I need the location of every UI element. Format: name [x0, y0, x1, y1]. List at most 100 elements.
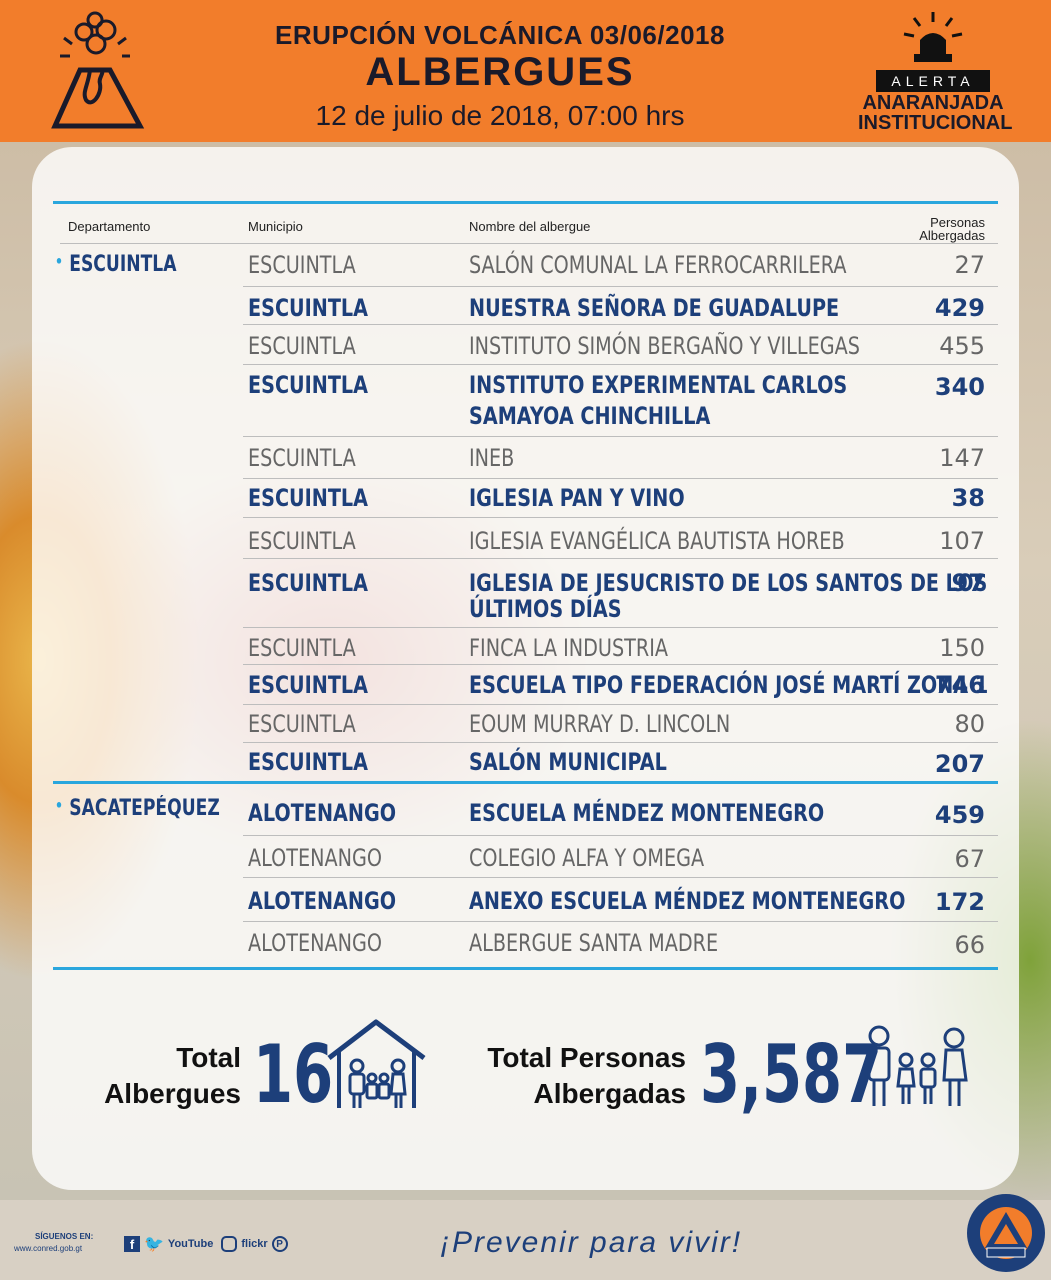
- row-personas: 38: [951, 484, 985, 512]
- row-personas: 746: [934, 671, 985, 699]
- total-albergues-value: 16: [253, 1028, 334, 1121]
- row-separator: [243, 436, 998, 437]
- alert-label: ALERTA: [876, 70, 990, 92]
- content-card: [32, 147, 1019, 1190]
- row-personas: 67: [954, 845, 985, 873]
- row-albergue: ALBERGUE SANTA MADRE: [469, 929, 719, 957]
- department-escuintla: • ESCUINTLA: [55, 252, 177, 277]
- department-sacatepequez: • SACATEPÉQUEZ: [55, 796, 220, 821]
- report-date: 12 de julio de 2018, 07:00 hrs: [315, 100, 685, 131]
- row-municipio: ALOTENANGO: [248, 929, 382, 957]
- row-separator: [243, 664, 998, 665]
- row-separator: [243, 877, 998, 878]
- row-municipio: ESCUINTLA: [248, 748, 369, 776]
- row-municipio: ESCUINTLA: [248, 671, 369, 699]
- page-title: ALBERGUES: [365, 50, 635, 94]
- row-separator: [243, 558, 998, 559]
- row-municipio: ESCUINTLA: [248, 484, 369, 512]
- row-municipio: ESCUINTLA: [248, 332, 356, 360]
- col-departamento: Departamento: [68, 219, 151, 234]
- house-family-icon: [327, 1019, 426, 1108]
- row-separator: [243, 627, 998, 628]
- row-municipio: ESCUINTLA: [248, 294, 369, 322]
- row-municipio: ALOTENANGO: [248, 844, 382, 872]
- header-banner: ERUPCIÓN VOLCÁNICA 03/06/2018 ALBERGUES …: [0, 0, 1051, 142]
- total-personas-label: Total Personas Albergadas: [487, 1042, 686, 1109]
- slogan: ¡Prevenir para vivir!: [440, 1226, 743, 1259]
- row-albergue-line2: SAMAYOA CHINCHILLA: [469, 402, 711, 430]
- row-personas: 150: [939, 634, 985, 662]
- total-personas-value: 3,587: [700, 1028, 883, 1121]
- row-personas: 429: [934, 294, 985, 322]
- family-icon: [867, 1025, 968, 1106]
- row-separator: [243, 742, 998, 743]
- row-municipio: ESCUINTLA: [248, 527, 356, 555]
- row-municipio: ESCUINTLA: [248, 569, 369, 597]
- row-personas: 66: [954, 931, 985, 959]
- youtube-icon[interactable]: YouTube: [167, 1238, 214, 1250]
- row-personas: 340: [934, 373, 985, 401]
- row-personas: 80: [954, 710, 985, 738]
- row-municipio: ALOTENANGO: [248, 799, 397, 827]
- row-municipio: ESCUINTLA: [248, 444, 356, 472]
- row-personas: 207: [934, 750, 985, 778]
- row-albergue: INSTITUTO SIMÓN BERGAÑO Y VILLEGAS: [469, 332, 860, 360]
- row-personas: 97: [951, 569, 985, 597]
- row-separator: [243, 921, 998, 922]
- row-separator: [243, 835, 998, 836]
- twitter-icon[interactable]: 🐦: [144, 1236, 164, 1253]
- row-albergue: IGLESIA EVANGÉLICA BAUTISTA HOREB: [469, 527, 845, 555]
- conred-seal-icon: [967, 1194, 1045, 1272]
- follow-us-label: SÍGUENOS EN:: [35, 1232, 94, 1241]
- row-personas: 455: [939, 332, 985, 360]
- row-albergue: FINCA LA INDUSTRIA: [469, 634, 669, 662]
- table-top-rule: [53, 201, 998, 204]
- row-albergue: ANEXO ESCUELA MÉNDEZ MONTENEGRO: [469, 887, 906, 915]
- row-personas: 147: [939, 444, 985, 472]
- row-albergue: INEB: [469, 444, 515, 472]
- row-personas: 107: [939, 527, 985, 555]
- volcano-icon: [51, 11, 145, 129]
- row-personas: 172: [934, 888, 985, 916]
- alert-level-badge: ALERTA ANARANJADA INSTITUCIONAL: [858, 10, 1012, 134]
- row-municipio: ESCUINTLA: [248, 251, 356, 279]
- row-municipio: ESCUINTLA: [248, 710, 356, 738]
- row-municipio: ESCUINTLA: [248, 634, 356, 662]
- pinterest-icon[interactable]: P: [271, 1236, 288, 1252]
- row-albergue: IGLESIA DE JESUCRISTO DE LOS SANTOS DE L…: [469, 569, 988, 597]
- facebook-icon[interactable]: f: [124, 1236, 140, 1252]
- col-municipio: Municipio: [248, 219, 303, 234]
- table-header-line: [60, 243, 998, 244]
- row-personas: 459: [934, 801, 985, 829]
- col-personas: Personas Albergadas: [919, 215, 985, 243]
- row-albergue: SALÓN MUNICIPAL: [469, 748, 667, 776]
- row-personas: 27: [954, 251, 985, 279]
- row-separator: [243, 364, 998, 365]
- row-albergue: INSTITUTO EXPERIMENTAL CARLOS: [469, 371, 848, 399]
- row-separator: [243, 478, 998, 479]
- row-albergue: ESCUELA TIPO FEDERACIÓN JOSÉ MARTÍ ZONA …: [469, 671, 989, 699]
- row-albergue: NUESTRA SEÑORA DE GUADALUPE: [469, 294, 840, 322]
- instagram-icon[interactable]: [221, 1236, 238, 1252]
- event-title: ERUPCIÓN VOLCÁNICA 03/06/2018: [275, 20, 725, 50]
- website-link[interactable]: www.conred.gob.gt: [14, 1244, 83, 1253]
- table-bottom-rule: [53, 967, 998, 970]
- social-links: f 🐦 YouTube flickr P: [124, 1234, 288, 1254]
- row-albergue: SALÓN COMUNAL LA FERROCARRILERA: [469, 251, 847, 279]
- row-separator: [243, 324, 998, 325]
- alert-beacon-icon: [903, 12, 963, 62]
- row-albergue: ESCUELA MÉNDEZ MONTENEGRO: [469, 799, 825, 827]
- row-separator: [243, 286, 998, 287]
- row-municipio: ALOTENANGO: [248, 887, 397, 915]
- flickr-icon[interactable]: flickr: [241, 1238, 268, 1250]
- row-separator: [243, 704, 998, 705]
- row-albergue-line2: ÚLTIMOS DÍAS: [469, 595, 622, 623]
- row-albergue: IGLESIA PAN Y VINO: [469, 484, 685, 512]
- col-nombre: Nombre del albergue: [469, 219, 591, 234]
- total-albergues-label: Total Albergues: [104, 1042, 241, 1109]
- alert-color: ANARANJADA: [862, 92, 1004, 114]
- row-albergue: COLEGIO ALFA Y OMEGA: [469, 844, 705, 872]
- row-albergue: EOUM MURRAY D. LINCOLN: [469, 710, 731, 738]
- row-separator: [243, 517, 998, 518]
- alert-scope: INSTITUCIONAL: [858, 112, 1013, 134]
